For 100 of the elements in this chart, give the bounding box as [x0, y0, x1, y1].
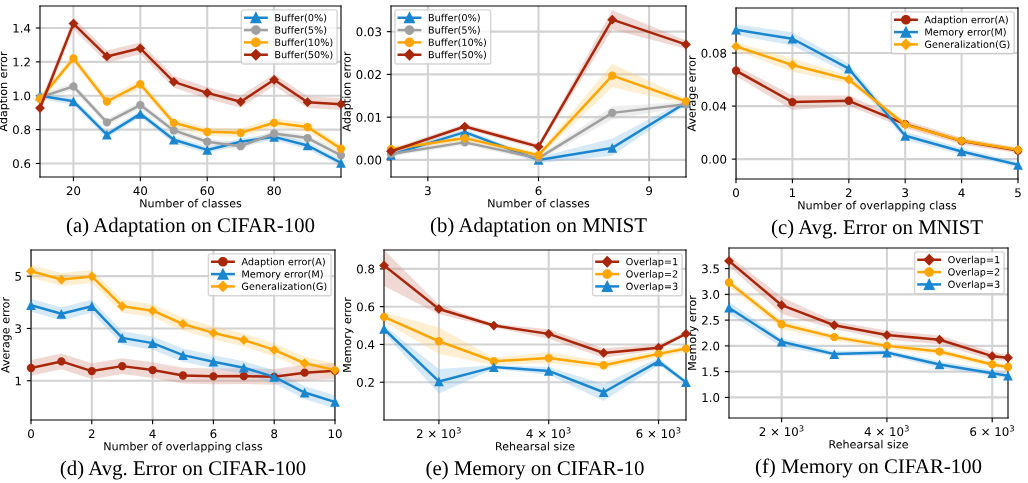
point — [934, 334, 945, 345]
point — [208, 356, 219, 367]
text: (b) Adaptation on MNIST — [430, 217, 647, 237]
point — [56, 274, 67, 285]
point — [599, 361, 608, 370]
point — [118, 361, 127, 371]
point — [303, 122, 312, 132]
point — [86, 271, 97, 282]
point — [302, 97, 313, 108]
x-tick-label: 2 — [845, 188, 852, 197]
y-tick-label: 0.8 — [12, 125, 31, 135]
point — [238, 335, 249, 345]
point — [102, 118, 112, 127]
x-tick-label: 60 — [200, 186, 214, 196]
point — [102, 97, 112, 106]
point — [169, 118, 178, 127]
y-tick-label: 1.5 — [702, 367, 719, 377]
point — [178, 371, 188, 380]
y-tick-label: 2.5 — [702, 315, 719, 325]
y-tick-label: 0.6 — [356, 302, 375, 312]
y-tick-label: 3.0 — [702, 290, 720, 300]
point — [336, 158, 346, 168]
point — [987, 368, 998, 379]
y-tick-label: 0.03 — [356, 27, 382, 37]
legend-label: Overlap=1 — [626, 257, 678, 268]
point — [776, 300, 787, 311]
point — [829, 320, 840, 331]
point — [654, 349, 663, 359]
y-tick-label: 1.0 — [13, 91, 31, 101]
point — [269, 129, 279, 138]
point — [1003, 370, 1013, 381]
point — [488, 362, 499, 372]
point — [86, 301, 97, 312]
point — [1003, 362, 1013, 372]
point — [168, 76, 179, 87]
legend-label: Overlap=1 — [948, 255, 1000, 266]
point — [117, 301, 128, 312]
point — [69, 82, 78, 91]
point — [178, 350, 188, 360]
x-tick-label: 4 × 10$^{3}$ — [864, 425, 909, 437]
legend-label: Adaption error(A) — [241, 257, 325, 268]
point — [460, 133, 469, 143]
point — [269, 345, 280, 355]
y-tick-label: 1.0 — [702, 393, 720, 403]
point — [69, 54, 78, 63]
point — [544, 353, 553, 363]
x-tick-label: 6 — [535, 186, 542, 196]
point — [1013, 159, 1023, 170]
x-axis-title: Rehearsal size — [829, 439, 908, 449]
point — [56, 308, 67, 319]
point — [209, 372, 218, 381]
point — [102, 129, 112, 140]
point — [598, 348, 609, 358]
x-tick-label: 4 — [958, 188, 965, 197]
point — [336, 144, 346, 153]
legend-label: Buffer(5%) — [428, 26, 480, 35]
y-axis-title: Memory error — [343, 297, 354, 372]
y-tick-label: 3.5 — [702, 264, 719, 274]
x-tick-label: 6 × 10$^{3}$ — [970, 425, 1014, 437]
x-tick-label: 6 — [210, 429, 217, 439]
point — [724, 302, 734, 313]
point — [777, 320, 786, 329]
point — [57, 357, 66, 366]
x-tick-label: 3 — [902, 188, 909, 198]
y-axis-title: Average error — [1, 296, 12, 373]
point — [882, 330, 892, 340]
text: (e) Memory on CIFAR-10 — [426, 460, 644, 480]
point — [489, 357, 498, 366]
point — [598, 387, 609, 398]
y-axis-title: Average error — [687, 55, 698, 132]
y-tick-label: 2.0 — [702, 341, 720, 351]
text: (f) Memory on CIFAR-100 — [755, 458, 982, 478]
x-tick-label: 2 × 10$^{3}$ — [416, 427, 461, 439]
point — [236, 142, 245, 151]
point — [543, 366, 554, 376]
point — [379, 324, 389, 334]
text: (d) Avg. Error on CIFAR-100 — [60, 460, 306, 480]
x-axis-title: Number of classes — [488, 198, 590, 208]
point — [434, 376, 444, 387]
y-tick-label: 0.08 — [701, 48, 727, 58]
point — [68, 18, 79, 29]
point — [299, 387, 310, 398]
point — [830, 332, 839, 342]
point — [935, 347, 944, 356]
point — [168, 134, 179, 145]
point — [136, 100, 145, 110]
point — [269, 74, 280, 85]
x-tick-label: 2 × 10$^{3}$ — [759, 425, 804, 437]
y-tick-label: 0.04 — [701, 101, 727, 111]
x-tick-label: 5 — [1015, 188, 1021, 198]
x-tick-label: 20 — [66, 186, 81, 196]
x-tick-label: 80 — [267, 186, 281, 196]
point — [147, 305, 158, 316]
point — [934, 359, 945, 370]
point — [26, 363, 36, 373]
point — [956, 146, 967, 157]
point — [843, 74, 854, 85]
point — [607, 14, 618, 25]
point — [303, 133, 312, 143]
legend-label: Buffer(10%) — [428, 38, 486, 48]
